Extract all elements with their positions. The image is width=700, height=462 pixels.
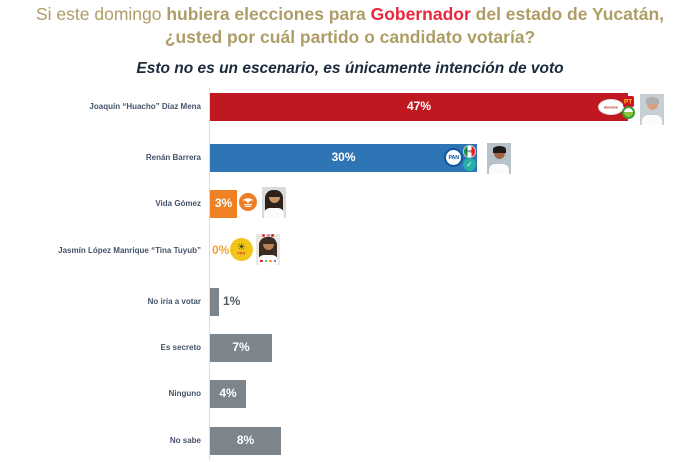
row-label: No iría a votar xyxy=(147,297,201,306)
bar-value-label: 30% xyxy=(331,150,356,164)
bar-7 xyxy=(210,380,246,408)
prd-label: PRD xyxy=(237,251,246,256)
bar-value-label: 8% xyxy=(236,433,255,447)
bar-value-label: 4% xyxy=(219,386,237,400)
hair-shape xyxy=(645,96,659,104)
embroidery-dot xyxy=(264,259,267,262)
shirt-shape xyxy=(264,208,284,218)
title-line-1: Si este domingo hubiera elecciones para … xyxy=(0,3,700,26)
candidate-photo xyxy=(640,94,664,125)
na-logo: ✓ xyxy=(463,158,476,171)
bar-value-label: 47% xyxy=(406,99,432,113)
axis-baseline xyxy=(209,88,210,460)
title-segment: Si este domingo xyxy=(36,4,167,24)
bar-1 xyxy=(210,93,628,121)
embroidery-dot xyxy=(273,259,276,262)
title-segment: Gobernador xyxy=(370,4,471,24)
morena-label: morena xyxy=(604,105,618,109)
title-line-2-text: ¿usted por cuál partido o candidato vota… xyxy=(164,27,536,47)
row-label: Es secreto xyxy=(160,343,201,352)
pan-logo: PAN xyxy=(444,148,463,167)
page-title: Si este domingo hubiera elecciones para … xyxy=(0,3,700,49)
pt-label: PT xyxy=(624,97,633,106)
title-segment: del estado de Yucatán, xyxy=(470,4,664,24)
embroidery-dot xyxy=(269,259,272,262)
bar-3 xyxy=(210,190,237,218)
flower-crown-dot xyxy=(262,234,265,237)
bar-5 xyxy=(210,288,219,316)
embroidery-dot xyxy=(260,259,263,262)
shirt-shape xyxy=(489,164,509,174)
row-label: Jasmín López Manrique “Tina Tuyub” xyxy=(58,246,201,255)
morena-logo: morena xyxy=(598,99,624,115)
candidate-photo xyxy=(262,187,286,218)
bar-value-label: 3% xyxy=(214,196,233,210)
prd-logo: ☀ PRD xyxy=(230,238,253,261)
hair-shape xyxy=(492,145,506,153)
bar-value-label: 0% xyxy=(212,243,230,257)
candidate-photo xyxy=(256,234,280,265)
hair-shape xyxy=(261,236,275,244)
face-shape xyxy=(646,98,658,110)
pri-logo: PRI xyxy=(463,145,476,158)
bar-value-label: 7% xyxy=(232,340,250,354)
bar-8 xyxy=(210,427,281,455)
eagle-icon xyxy=(242,198,254,207)
face-shape xyxy=(262,238,274,250)
candidate-photo xyxy=(487,143,511,174)
hair-shape xyxy=(267,189,281,197)
pri-label: PRI xyxy=(466,149,473,154)
chart-subtitle: Esto no es un escenario, es únicamente i… xyxy=(136,60,564,77)
row-label: No sabe xyxy=(169,436,201,445)
na-label: ✓ xyxy=(466,160,473,169)
pvem-logo xyxy=(622,106,635,119)
flower-crown-dot xyxy=(266,234,270,237)
title-line-2: ¿usted por cuál partido o candidato vota… xyxy=(0,26,700,49)
pt-logo: PT xyxy=(623,96,634,107)
bar-value-label: 1% xyxy=(223,294,241,308)
shirt-shape xyxy=(258,255,278,265)
row-label: Vida Gómez xyxy=(155,199,201,208)
shirt-shape xyxy=(642,115,662,125)
row-label: Ninguno xyxy=(168,389,201,398)
bar-2 xyxy=(210,144,477,172)
title-segment: hubiera elecciones para xyxy=(166,4,371,24)
sun-icon: ☀ xyxy=(237,241,246,253)
row-label: Joaquín “Huacho” Díaz Mena xyxy=(89,102,201,111)
mc-logo xyxy=(239,193,257,211)
pan-label: PAN xyxy=(448,154,459,161)
face-shape xyxy=(268,191,280,203)
bar-6 xyxy=(210,334,272,362)
face-shape xyxy=(493,147,505,159)
row-label: Renán Barrera xyxy=(145,153,201,162)
flower-crown-dot xyxy=(271,234,274,237)
